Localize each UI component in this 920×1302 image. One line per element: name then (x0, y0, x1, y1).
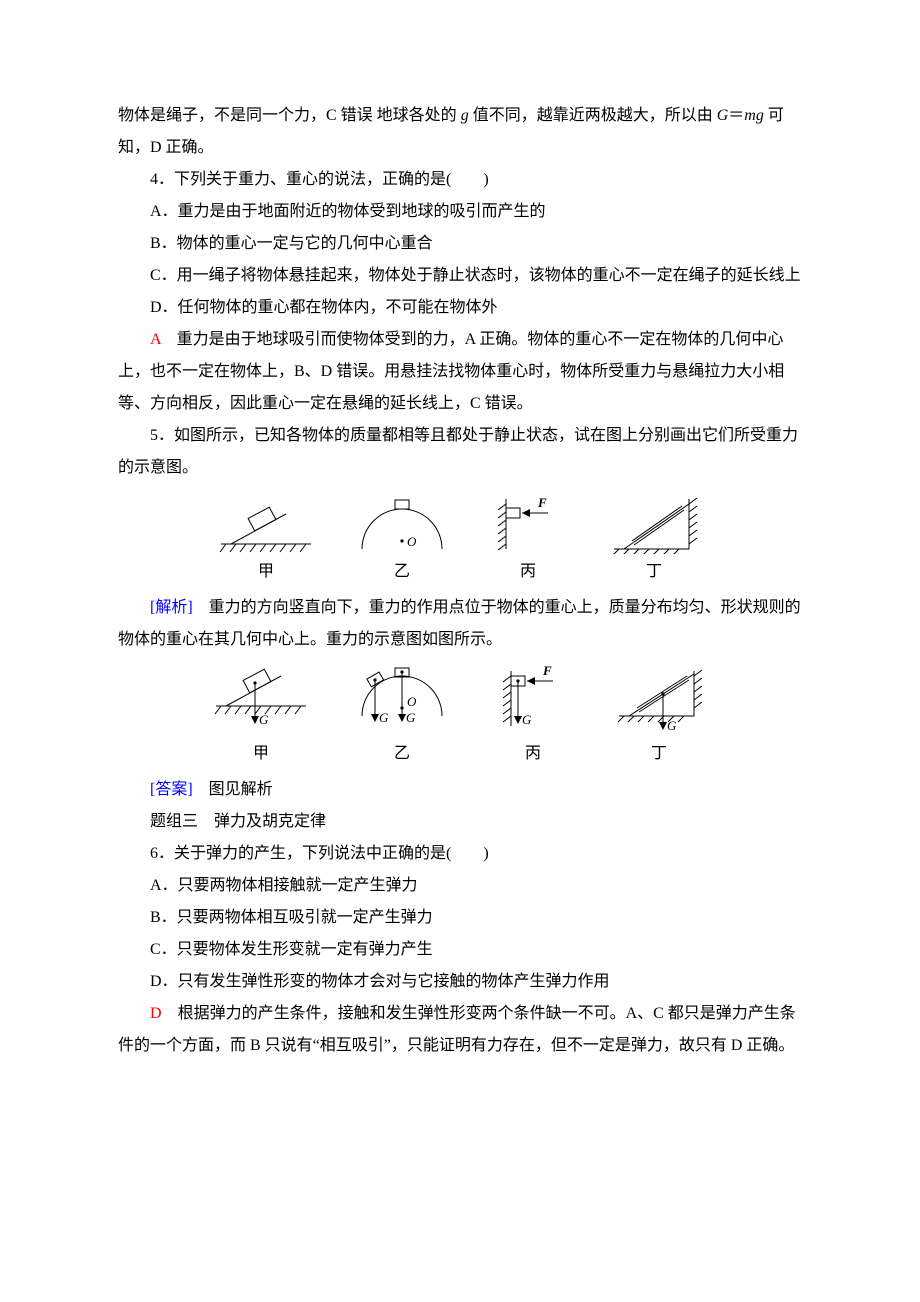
label-O: O (407, 694, 417, 709)
fig-label: 丁 (651, 738, 667, 770)
q4-option-c: C．用一绳子将物体悬挂起来，物体处于静止状态时，该物体的重心不一定在绳子的延长线… (118, 260, 802, 292)
fig-yi-ans: G G O 乙 (347, 666, 457, 770)
label-F: F (542, 666, 552, 678)
label-G: G (522, 712, 532, 727)
answer-label: [答案] (150, 781, 193, 798)
fig-label: 甲 (253, 738, 269, 770)
var-mg: mg (744, 107, 764, 124)
q5-figure-row-answer: G 甲 G G O 乙 (118, 666, 802, 770)
explain-label: [解析] (150, 599, 193, 616)
continuation-paragraph: 物体是绳子，不是同一个力，C 错误 地球各处的 g 值不同，越靠近两极越大，所以… (118, 100, 802, 164)
explain-text: 重力的方向竖直向下，重力的作用点位于物体的重心上，质量分布均匀、形状规则的物体的… (118, 599, 801, 648)
diagram-wall-icon: F (488, 494, 568, 554)
fig-bing-ans: F G 丙 (493, 666, 573, 770)
fig-jia: 甲 (216, 494, 316, 588)
fig-label: 丙 (520, 556, 536, 588)
q6-stem: 6．关于弹力的产生，下列说法中正确的是( ) (118, 838, 802, 870)
fig-label: 乙 (394, 556, 410, 588)
diagram-incline-icon (216, 494, 316, 554)
text: 物体是绳子，不是同一个力，C 错误 地球各处的 (118, 107, 461, 124)
diagram-arc-ans-icon: G G O (347, 666, 457, 736)
fig-label: 甲 (258, 556, 274, 588)
label-G: G (379, 710, 389, 725)
label-F: F (537, 495, 547, 510)
answer-letter: D (150, 1005, 162, 1022)
q4-option-b: B．物体的重心一定与它的几何中心重合 (118, 228, 802, 260)
document-page: 物体是绳子，不是同一个力，C 错误 地球各处的 g 值不同，越靠近两极越大，所以… (0, 0, 920, 1302)
diagram-wedge-icon (604, 494, 704, 554)
group3-title: 题组三 弹力及胡克定律 (118, 806, 802, 838)
diagram-incline-ans-icon: G (211, 666, 311, 736)
var-G: G (717, 107, 729, 124)
var-g: g (461, 107, 469, 124)
q4-stem: 4．下列关于重力、重心的说法，正确的是( ) (118, 164, 802, 196)
q6-option-b: B．只要两物体相互吸引就一定产生弹力 (118, 902, 802, 934)
label-O: O (407, 534, 417, 549)
diagram-wall-ans-icon: F G (493, 666, 573, 736)
label-G: G (406, 710, 416, 725)
answer-letter: A (150, 331, 161, 348)
text: 值不同，越靠近两极越大，所以由 (469, 107, 717, 124)
fig-yi: O 乙 (352, 494, 452, 588)
fig-ding-ans: G 丁 (609, 666, 709, 770)
q4-option-a: A．重力是由于地面附近的物体受到地球的吸引而产生的 (118, 196, 802, 228)
answer-text: 根据弹力的产生条件，接触和发生弹性形变两个条件缺一不可。A、C 都只是弹力产生条… (118, 1005, 796, 1054)
fig-ding: 丁 (604, 494, 704, 588)
q5-explain: [解析] 重力的方向竖直向下，重力的作用点位于物体的重心上，质量分布均匀、形状规… (118, 592, 802, 656)
fig-label: 丁 (646, 556, 662, 588)
q4-answer: A 重力是由于地球吸引而使物体受到的力，A 正确。物体的重心不一定在物体的几何中… (118, 324, 802, 420)
q4-option-d: D．任何物体的重心都在物体内，不可能在物体外 (118, 292, 802, 324)
diagram-arc-icon: O (352, 494, 452, 554)
eq: ＝ (728, 107, 744, 124)
q6-answer: D 根据弹力的产生条件，接触和发生弹性形变两个条件缺一不可。A、C 都只是弹力产… (118, 998, 802, 1062)
fig-label: 丙 (525, 738, 541, 770)
label-G: G (259, 712, 269, 727)
answer-text: 重力是由于地球吸引而使物体受到的力，A 正确。物体的重心不一定在物体的几何中心上… (118, 331, 784, 412)
fig-bing: F 丙 (488, 494, 568, 588)
diagram-wedge-ans-icon: G (609, 666, 709, 736)
fig-label: 乙 (394, 738, 410, 770)
label-G: G (667, 718, 677, 733)
q5-answer: [答案] 图见解析 (118, 774, 802, 806)
q6-option-d: D．只有发生弹性形变的物体才会对与它接触的物体产生弹力作用 (118, 966, 802, 998)
q6-option-a: A．只要两物体相接触就一定产生弹力 (118, 870, 802, 902)
q5-stem: 5．如图所示，已知各物体的质量都相等且都处于静止状态，试在图上分别画出它们所受重… (118, 420, 802, 484)
q6-option-c: C．只要物体发生形变就一定有弹力产生 (118, 934, 802, 966)
answer-text: 图见解析 (193, 781, 273, 798)
q5-figure-row-problem: 甲 O 乙 F 丙 (118, 494, 802, 588)
fig-jia-ans: G 甲 (211, 666, 311, 770)
